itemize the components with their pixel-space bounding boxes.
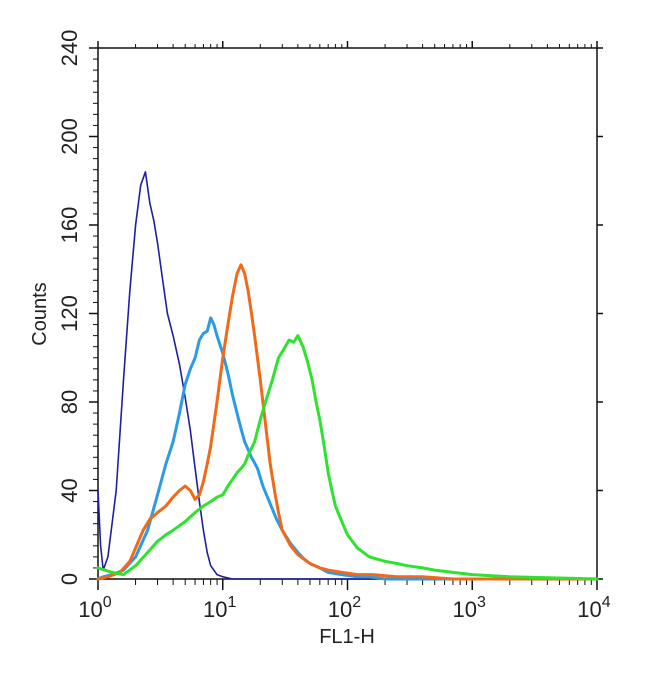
y-tick-label: 160 bbox=[57, 207, 82, 244]
x-tick-label: 100 bbox=[78, 594, 111, 622]
y-tick-label: 120 bbox=[57, 295, 82, 332]
x-tick-label: 102 bbox=[328, 594, 361, 622]
series-layer bbox=[96, 171, 599, 581]
x-axis-title: FL1-H bbox=[319, 626, 375, 648]
x-tick-label: 103 bbox=[453, 594, 486, 622]
y-tick-label: 0 bbox=[57, 573, 82, 585]
y-tick-label: 80 bbox=[57, 390, 82, 414]
histogram-series-3 bbox=[96, 263, 599, 581]
y-tick-label: 240 bbox=[57, 30, 82, 67]
x-tick-label: 101 bbox=[203, 594, 236, 622]
histogram-series-2 bbox=[96, 316, 599, 581]
histogram-series-4 bbox=[96, 334, 599, 581]
x-tick-labels: 100 101 102 103 104 bbox=[78, 594, 610, 622]
y-tick-label: 200 bbox=[57, 118, 82, 155]
x-tick-label: 104 bbox=[577, 594, 610, 622]
y-axis-title: Counts bbox=[29, 282, 51, 345]
histogram-series-1 bbox=[97, 171, 598, 580]
y-tick-labels: 0 40 80 120 160 200 240 bbox=[57, 30, 82, 585]
y-tick-label: 40 bbox=[57, 478, 82, 502]
